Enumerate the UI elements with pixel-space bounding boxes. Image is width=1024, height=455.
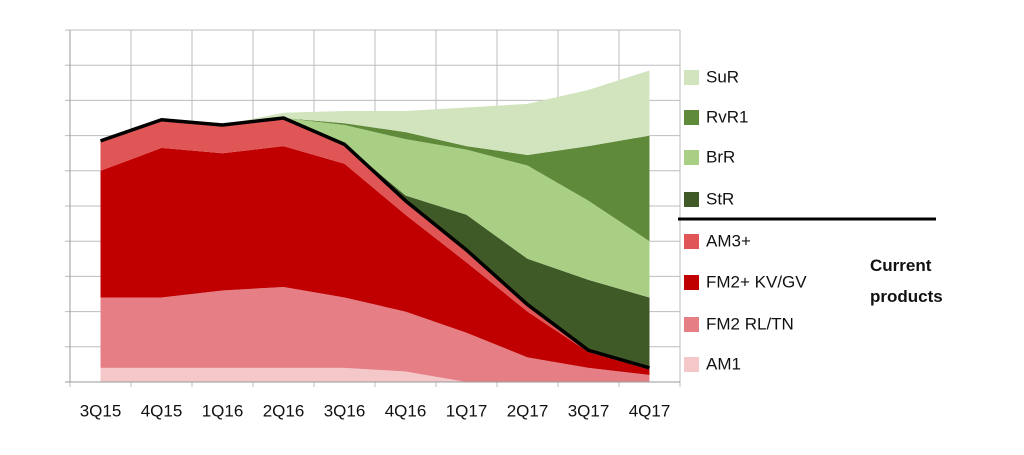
legend-label: AM1 [706,354,741,373]
legend-swatch [684,275,699,290]
annotation-line: Current [870,256,932,275]
legend-swatch [684,110,699,125]
x-tick-label: 4Q17 [629,401,671,420]
area [100,118,650,368]
legend-label: FM2 RL/TN [706,314,794,333]
legend-label: RvR1 [706,107,749,126]
x-tick-label: 3Q17 [568,401,610,420]
annotation-line: products [870,287,943,306]
areas [100,70,650,382]
legend-swatch [684,357,699,372]
x-tick-label: 1Q17 [446,401,488,420]
legend-swatch [684,70,699,85]
legend-swatch [684,234,699,249]
area [100,118,650,298]
x-tick-label: 4Q15 [141,401,183,420]
legend-swatch [684,150,699,165]
legend-swatch [684,192,699,207]
x-tick-label: 1Q16 [202,401,244,420]
area [100,146,650,375]
area [100,286,650,382]
annotation: Current products [870,256,943,306]
x-tick-label: 2Q16 [263,401,305,420]
x-tick-label: 4Q16 [385,401,427,420]
x-tick-label: 3Q16 [324,401,366,420]
legend-label: FM2+ KV/GV [706,272,807,291]
x-tick-label: 2Q17 [507,401,549,420]
legend-label: AM3+ [706,231,751,250]
area [100,118,650,370]
area [100,70,650,155]
legend-label: StR [706,189,734,208]
legend-label: BrR [706,147,735,166]
current-products-outline [99,116,650,370]
legend-label: SuR [706,67,739,86]
area [100,367,650,382]
legend-swatch [684,317,699,332]
x-tick-label: 3Q15 [80,401,122,420]
